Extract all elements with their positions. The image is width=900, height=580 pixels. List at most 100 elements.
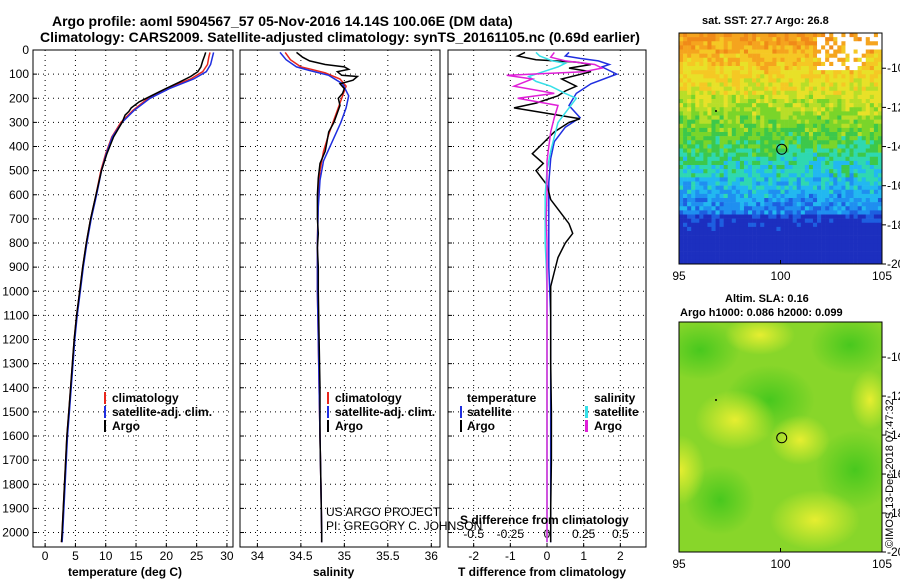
legend-clim-swatch (104, 392, 106, 404)
map-xtick-label: 100 (770, 269, 790, 283)
ytick-label: 1800 (2, 477, 29, 491)
legend-sat-swatch (104, 406, 106, 418)
plot-title-line1: Argo profile: aoml 5904567_57 05-Nov-201… (52, 13, 513, 29)
legend-argo-label: Argo (112, 419, 140, 433)
pi-credit: PI: GREGORY C. JOHNSON (326, 519, 482, 533)
map-ytick-label: -18 (887, 218, 900, 232)
sla-field (679, 322, 882, 552)
legend-s-sat-swatch (585, 406, 588, 418)
sla-map-panel: Altim. SLA: 0.16 Argo h1000: 0.086 h2000… (672, 293, 900, 571)
map-ytick-label: -12 (887, 389, 900, 403)
imos-credit: ©IMOS 13-Dec-2018 07:47:32 (884, 399, 896, 548)
series-line-temperature-satellite (548, 51, 619, 543)
sla-map-title: Altim. SLA: 0.16 (725, 293, 809, 305)
xtick-label: 25 (190, 549, 204, 563)
series-line-argo (296, 51, 360, 543)
xtick-label: 2 (617, 549, 624, 563)
stick-label: -0.5 (463, 527, 484, 541)
xtick-label: 0 (544, 549, 551, 563)
ytick-label: 200 (9, 91, 29, 105)
ytick-label: 1200 (2, 333, 29, 347)
xtick-label: 15 (129, 549, 143, 563)
legend-t-argo-label: Argo (467, 419, 495, 433)
legend-argo-swatch (327, 420, 329, 432)
map-ytick-label: -14 (887, 140, 900, 154)
map-xtick-label: 105 (872, 557, 892, 571)
ytick-label: 1000 (2, 284, 29, 298)
sla-map-subtitle: Argo h1000: 0.086 h2000: 0.099 (680, 307, 843, 319)
ytick-label: 0 (22, 43, 29, 57)
ytick-label: 100 (9, 67, 29, 81)
ytick-label: 400 (9, 140, 29, 154)
map-xtick-label: 105 (872, 269, 892, 283)
xtick-label: 35 (338, 549, 352, 563)
legend-temperature-title: temperature (467, 391, 537, 405)
map-xtick-label: 95 (672, 269, 686, 283)
ytick-label: 1100 (3, 308, 29, 322)
plot-title-line2: Climatology: CARS2009. Satellite-adjuste… (40, 29, 640, 45)
salinity-xlabel: salinity (313, 565, 355, 579)
map-ytick-label: -12 (887, 100, 900, 114)
project-credit: US ARGO PROJECT (326, 505, 441, 519)
ytick-label: 900 (9, 260, 29, 274)
map-ytick-label: -18 (887, 506, 900, 520)
map-ytick-label: -16 (887, 179, 900, 193)
ytick-label: 600 (9, 188, 29, 202)
difference-xlabel-top: S difference from climatology (460, 513, 629, 527)
legend-s-sat-label: satellite (594, 405, 639, 419)
series-line-salinity-argo (506, 51, 605, 543)
sst-argo-marker (776, 143, 788, 155)
xtick-label: 5 (72, 549, 79, 563)
sst-small-dot (715, 110, 717, 112)
series-line-argo (60, 52, 207, 543)
xtick-label: 30 (220, 549, 234, 563)
ytick-label: 1500 (2, 405, 29, 419)
legend-t-sat-swatch (460, 406, 462, 418)
salinity-legend: climatology satellite-adj. clim. Argo (327, 391, 435, 433)
map-ytick-label: -20 (887, 257, 900, 271)
legend-s-argo-swatch (585, 420, 588, 432)
ytick-label: 1400 (2, 381, 29, 395)
xtick-label: 35.5 (376, 549, 400, 563)
legend-clim-label: climatology (335, 391, 402, 405)
map-ytick-label: -20 (887, 545, 900, 559)
ytick-label: 1300 (2, 357, 29, 371)
ytick-label: 300 (9, 115, 29, 129)
stick-label: -0.25 (497, 527, 525, 541)
stick-label: 0.25 (572, 527, 596, 541)
xtick-label: -1 (505, 549, 516, 563)
legend-t-sat-label: satellite (467, 405, 512, 419)
xtick-label: 1 (580, 549, 587, 563)
xtick-label: -2 (468, 549, 479, 563)
ytick-label: 2000 (2, 526, 29, 540)
difference-panel: -2 -1 0 1 2 -0.5 -0.25 0 0.25 0.5 T difference f… (447, 49, 647, 579)
difference-legend: temperature satellite Argo salinity sate… (460, 391, 639, 433)
xtick-label: 0 (42, 549, 49, 563)
sst-map-panel: sat. SST: 27.7 Argo: 26.8 95 100 105 -10 -12… (672, 15, 900, 283)
xtick-label: 34 (251, 549, 265, 563)
map-ytick-label: -10 (887, 350, 900, 364)
stick-label: 0.5 (612, 527, 629, 541)
ytick-label: 1900 (2, 501, 29, 515)
series-line-satellite-adj-clim- (279, 51, 350, 543)
map-xtick-label: 100 (770, 557, 790, 571)
temperature-panel-frame (32, 49, 234, 548)
legend-clim-label: climatology (112, 391, 179, 405)
salinity-panel: 34 34.5 35 35.5 36 salinity climatology sate… (239, 49, 482, 579)
sla-small-dot (715, 399, 717, 401)
ytick-label: 700 (9, 212, 29, 226)
xtick-label: 36 (425, 549, 439, 563)
xtick-label: 10 (99, 549, 113, 563)
legend-argo-label: Argo (335, 419, 363, 433)
series-line-satellite-adj-clim- (61, 52, 215, 543)
temperature-xlabel: temperature (deg C) (68, 565, 182, 579)
legend-sat-label: satellite-adj. clim. (112, 405, 212, 419)
map-ytick-label: -10 (887, 61, 900, 75)
map-xtick-label: 95 (672, 557, 686, 571)
temperature-panel: 0100200300400500600700800900100011001200… (2, 43, 234, 579)
sst-heatmap-cells (679, 33, 883, 265)
series-line-climatology (284, 51, 347, 543)
xtick-label: 34.5 (289, 549, 313, 563)
ytick-label: 500 (9, 164, 29, 178)
